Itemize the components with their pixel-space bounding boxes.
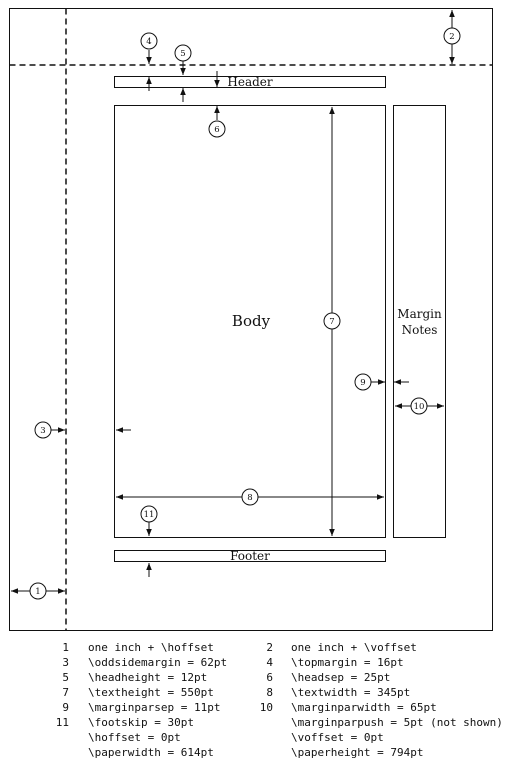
- svg-text:1: 1: [35, 587, 40, 597]
- legend-text: \hoffset = 0pt: [88, 731, 181, 744]
- legend-number: 8: [266, 686, 273, 699]
- legend-number: 4: [266, 656, 273, 669]
- marker-8: 8: [241, 488, 259, 506]
- legend-number: 1: [62, 641, 69, 654]
- body-label: Body: [232, 312, 271, 330]
- legend-number: 11: [55, 716, 69, 729]
- margin-notes-label-line2: Notes: [402, 323, 438, 337]
- legend-text: \textheight = 550pt: [88, 686, 214, 699]
- legend-text: \textwidth = 345pt: [291, 686, 411, 699]
- legend-text: \oddsidemargin = 62pt: [88, 656, 228, 669]
- legend-text: \headheight = 12pt: [88, 671, 208, 684]
- marker-9: 9: [354, 373, 372, 391]
- legend-text: \marginparsep = 11pt: [88, 701, 221, 714]
- margin-notes-label-line1: Margin: [397, 307, 442, 321]
- svg-text:11: 11: [144, 510, 155, 520]
- marker-3: 3: [34, 421, 52, 439]
- legend-text: one inch + \voffset: [291, 641, 417, 654]
- legend-number: 9: [62, 701, 69, 714]
- svg-text:7: 7: [329, 317, 334, 327]
- legend-text: \paperheight = 794pt: [291, 746, 424, 759]
- svg-text:8: 8: [247, 493, 252, 503]
- legend-text: \footskip = 30pt: [88, 716, 194, 729]
- footer-label: Footer: [230, 549, 270, 563]
- legend-number: 3: [62, 656, 69, 669]
- marker-5: 5: [174, 44, 192, 62]
- marker-4: 4: [140, 32, 158, 50]
- header-label: Header: [227, 75, 273, 89]
- margin-notes-box: [393, 105, 446, 538]
- legend-text: \marginparpush = 5pt (not shown): [291, 716, 503, 729]
- marker-10: 10: [410, 397, 428, 415]
- legend-number: 7: [62, 686, 69, 699]
- body-box: [114, 105, 386, 538]
- svg-text:6: 6: [214, 125, 219, 135]
- footer-box: [114, 550, 386, 562]
- svg-text:4: 4: [146, 37, 151, 47]
- marker-11: 11: [140, 505, 158, 523]
- legend-text: \marginparwidth = 65pt: [291, 701, 437, 714]
- legend-text: one inch + \hoffset: [88, 641, 214, 654]
- svg-text:3: 3: [40, 426, 45, 436]
- legend-number: 5: [62, 671, 69, 684]
- marker-2: 2: [443, 27, 461, 45]
- svg-text:9: 9: [360, 378, 365, 388]
- legend-text: \topmargin = 16pt: [291, 656, 404, 669]
- svg-text:5: 5: [180, 49, 185, 59]
- svg-text:2: 2: [449, 32, 454, 42]
- paper-outline: [9, 8, 493, 631]
- legend-number: 6: [266, 671, 273, 684]
- header-box: [114, 76, 386, 88]
- legend-text: \headsep = 25pt: [291, 671, 391, 684]
- svg-text:10: 10: [414, 402, 425, 412]
- legend-number: 2: [266, 641, 273, 654]
- marker-7: 7: [323, 312, 341, 330]
- marker-1: 1: [29, 582, 47, 600]
- legend-text: \paperwidth = 614pt: [88, 746, 214, 759]
- page-layout-diagram: Header Body Margin Notes Footer: [9, 8, 493, 631]
- legend-text: \voffset = 0pt: [291, 731, 384, 744]
- legend-number: 10: [259, 701, 273, 714]
- marker-6: 6: [208, 120, 226, 138]
